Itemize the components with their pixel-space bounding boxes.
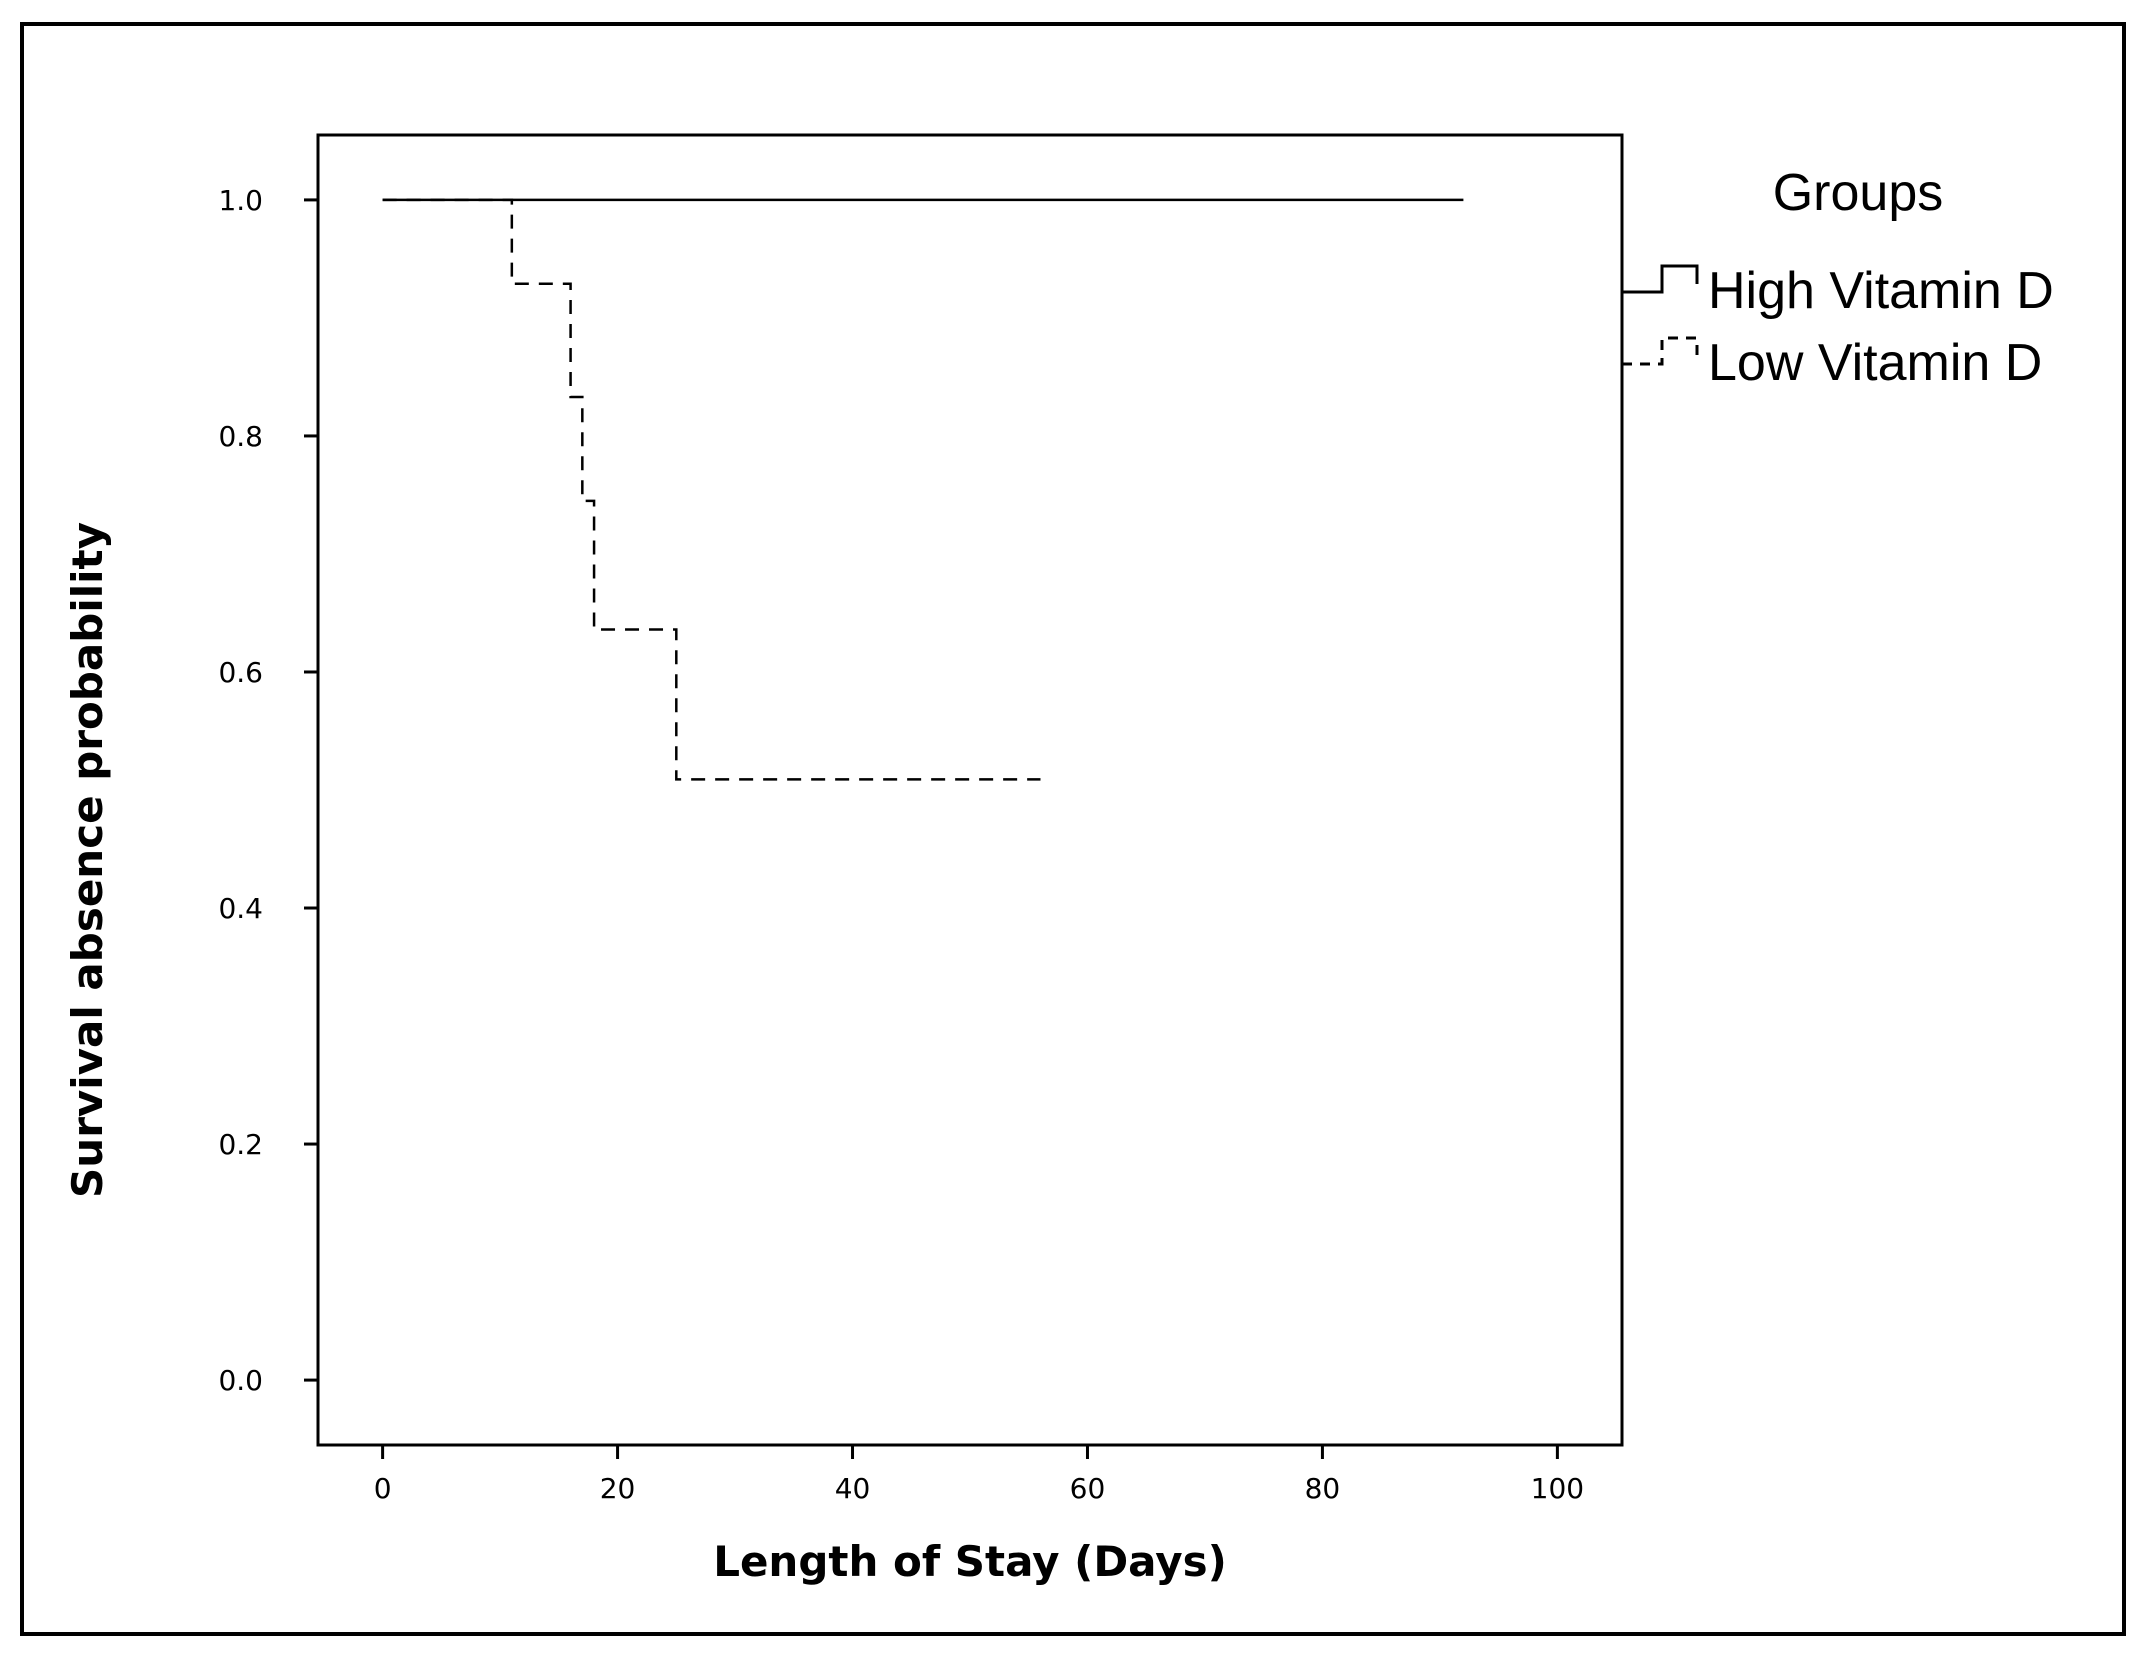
- y-axis: 0.0 0.2 0.4 0.6 0.8 1.0: [218, 184, 318, 1397]
- y-tick-label: 0.0: [218, 1364, 263, 1397]
- x-tick-label: 40: [835, 1472, 871, 1505]
- x-tick-label: 0: [374, 1472, 392, 1505]
- series-line-low-vitamin-d: [382, 198, 1041, 781]
- y-axis-title: Survival absence probability: [63, 522, 112, 1198]
- x-axis-title: Length of Stay (Days): [713, 1537, 1227, 1586]
- y-tick-label: 0.8: [218, 420, 263, 453]
- y-tick-label: 0.4: [218, 892, 263, 925]
- x-tick-label: 60: [1070, 1472, 1106, 1505]
- legend-title: Groups: [1773, 164, 1944, 222]
- y-tick-label: 1.0: [218, 184, 263, 217]
- y-tick-label: 0.6: [218, 656, 263, 689]
- plot-area: [316, 133, 1624, 1447]
- legend-symbol-low-vitamin-d: [1622, 336, 1699, 366]
- x-axis: 0 20 40 60 80 100: [374, 1445, 1584, 1505]
- y-tick-label: 0.2: [218, 1128, 263, 1161]
- legend-label-low-vitamin-d: Low Vitamin D: [1708, 334, 2042, 392]
- x-tick-label: 80: [1305, 1472, 1341, 1505]
- legend: Groups High Vitamin D Low Vitamin D: [1622, 164, 2054, 392]
- x-tick-label: 20: [600, 1472, 636, 1505]
- x-tick-label: 100: [1531, 1472, 1584, 1505]
- legend-symbol-high-vitamin-d: [1622, 264, 1699, 294]
- legend-label-high-vitamin-d: High Vitamin D: [1708, 262, 2054, 320]
- series-layer: [382, 198, 1464, 781]
- figure-frame: [20, 22, 2126, 1636]
